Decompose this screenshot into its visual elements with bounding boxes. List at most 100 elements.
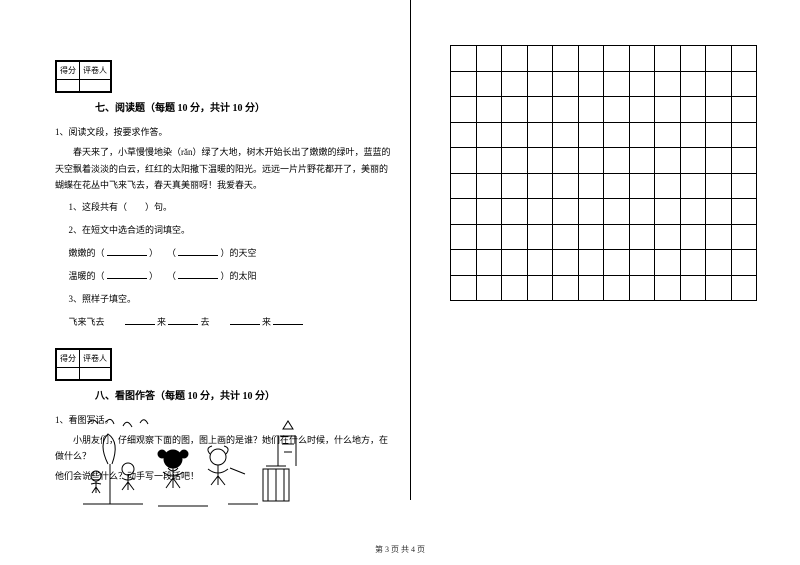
grid-cell[interactable] [476, 122, 502, 148]
grid-cell[interactable] [655, 173, 681, 199]
grid-cell[interactable] [655, 224, 681, 250]
grid-cell[interactable] [604, 122, 630, 148]
grid-cell[interactable] [553, 71, 579, 97]
grid-cell[interactable] [476, 250, 502, 276]
grid-cell[interactable] [706, 173, 732, 199]
score-cell[interactable] [57, 367, 80, 379]
grid-cell[interactable] [578, 97, 604, 123]
grid-cell[interactable] [680, 122, 706, 148]
grid-cell[interactable] [655, 199, 681, 225]
grid-cell[interactable] [731, 46, 757, 72]
grid-cell[interactable] [629, 71, 655, 97]
grid-cell[interactable] [476, 71, 502, 97]
grid-cell[interactable] [527, 250, 553, 276]
grid-cell[interactable] [706, 199, 732, 225]
grid-cell[interactable] [706, 224, 732, 250]
grid-cell[interactable] [451, 46, 477, 72]
grid-cell[interactable] [655, 275, 681, 301]
grid-cell[interactable] [629, 224, 655, 250]
grid-cell[interactable] [476, 173, 502, 199]
grid-cell[interactable] [731, 224, 757, 250]
grid-cell[interactable] [578, 199, 604, 225]
grid-cell[interactable] [527, 173, 553, 199]
grid-cell[interactable] [527, 275, 553, 301]
grid-cell[interactable] [731, 122, 757, 148]
grid-cell[interactable] [476, 97, 502, 123]
grid-cell[interactable] [451, 199, 477, 225]
grid-cell[interactable] [680, 250, 706, 276]
grid-cell[interactable] [706, 148, 732, 174]
grid-cell[interactable] [553, 122, 579, 148]
grid-cell[interactable] [680, 148, 706, 174]
grid-cell[interactable] [502, 275, 528, 301]
grid-cell[interactable] [553, 224, 579, 250]
blank[interactable] [178, 269, 218, 279]
grid-cell[interactable] [604, 173, 630, 199]
grid-cell[interactable] [706, 250, 732, 276]
blank[interactable] [230, 315, 260, 325]
grid-cell[interactable] [527, 122, 553, 148]
grid-cell[interactable] [604, 148, 630, 174]
grid-cell[interactable] [629, 173, 655, 199]
grid-cell[interactable] [680, 97, 706, 123]
grid-cell[interactable] [655, 46, 681, 72]
grid-cell[interactable] [502, 46, 528, 72]
grid-cell[interactable] [680, 173, 706, 199]
grid-cell[interactable] [655, 250, 681, 276]
grid-cell[interactable] [731, 250, 757, 276]
grid-cell[interactable] [680, 71, 706, 97]
grid-cell[interactable] [502, 148, 528, 174]
grid-cell[interactable] [527, 46, 553, 72]
grid-cell[interactable] [680, 275, 706, 301]
grid-cell[interactable] [502, 224, 528, 250]
grader-cell[interactable] [80, 80, 111, 92]
grid-cell[interactable] [553, 275, 579, 301]
grid-cell[interactable] [731, 148, 757, 174]
grid-cell[interactable] [553, 46, 579, 72]
grid-cell[interactable] [604, 199, 630, 225]
grid-cell[interactable] [604, 71, 630, 97]
grid-cell[interactable] [731, 199, 757, 225]
grid-cell[interactable] [527, 71, 553, 97]
grid-cell[interactable] [553, 173, 579, 199]
grid-cell[interactable] [451, 71, 477, 97]
grid-cell[interactable] [604, 46, 630, 72]
grid-cell[interactable] [502, 97, 528, 123]
grid-cell[interactable] [476, 275, 502, 301]
grid-cell[interactable] [731, 173, 757, 199]
blank[interactable] [178, 246, 218, 256]
grid-cell[interactable] [502, 250, 528, 276]
grid-cell[interactable] [706, 71, 732, 97]
grader-cell[interactable] [80, 367, 111, 379]
grid-cell[interactable] [476, 46, 502, 72]
grid-cell[interactable] [629, 97, 655, 123]
grid-cell[interactable] [731, 275, 757, 301]
grid-cell[interactable] [502, 199, 528, 225]
grid-cell[interactable] [527, 148, 553, 174]
grid-cell[interactable] [706, 122, 732, 148]
blank[interactable] [107, 269, 147, 279]
grid-cell[interactable] [578, 71, 604, 97]
grid-cell[interactable] [553, 148, 579, 174]
grid-cell[interactable] [731, 97, 757, 123]
grid-cell[interactable] [502, 173, 528, 199]
grid-cell[interactable] [451, 97, 477, 123]
grid-cell[interactable] [502, 122, 528, 148]
grid-cell[interactable] [680, 199, 706, 225]
grid-cell[interactable] [604, 224, 630, 250]
grid-cell[interactable] [476, 199, 502, 225]
grid-cell[interactable] [604, 250, 630, 276]
grid-table[interactable] [450, 45, 757, 301]
grid-cell[interactable] [578, 224, 604, 250]
grid-cell[interactable] [527, 224, 553, 250]
grid-cell[interactable] [604, 97, 630, 123]
grid-cell[interactable] [553, 97, 579, 123]
grid-cell[interactable] [578, 275, 604, 301]
grid-cell[interactable] [578, 148, 604, 174]
grid-cell[interactable] [578, 173, 604, 199]
grid-cell[interactable] [655, 97, 681, 123]
grid-cell[interactable] [502, 71, 528, 97]
grid-cell[interactable] [655, 148, 681, 174]
grid-cell[interactable] [451, 224, 477, 250]
grid-cell[interactable] [706, 46, 732, 72]
